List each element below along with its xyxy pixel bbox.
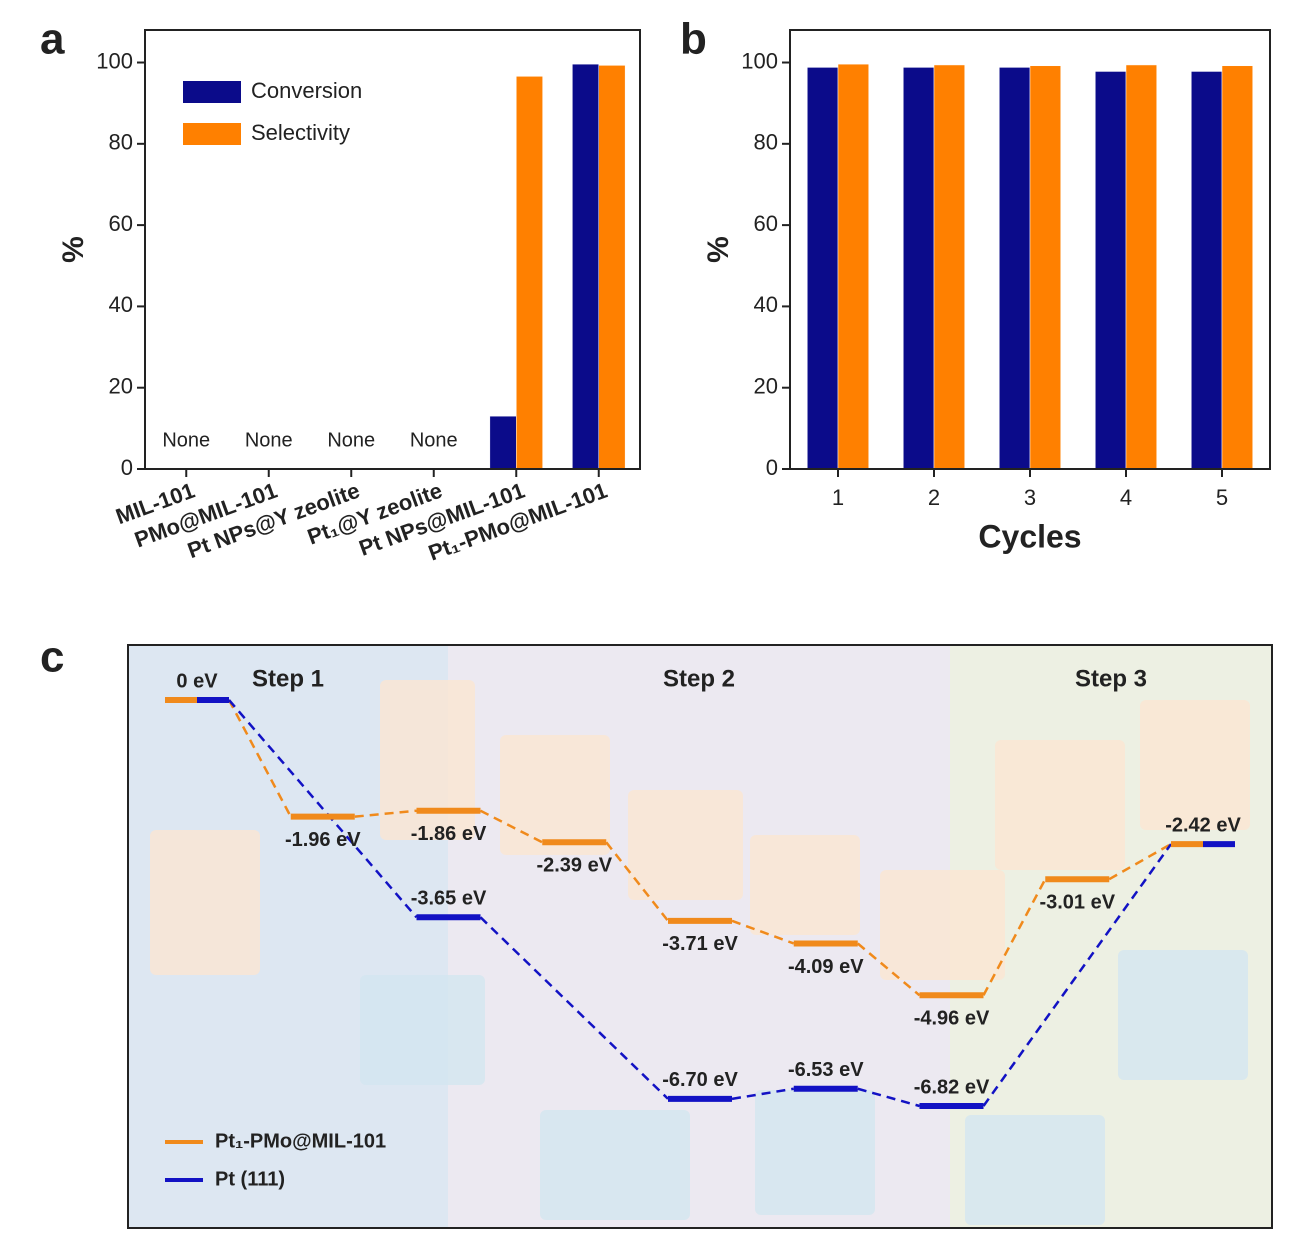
connector <box>605 841 669 922</box>
energy-label: -2.42 eV <box>1165 814 1241 836</box>
x-tick-label: 2 <box>928 485 940 510</box>
structure-sketch <box>1140 700 1250 830</box>
connector <box>982 843 1173 1107</box>
connector <box>354 809 417 818</box>
bar <box>1191 71 1223 470</box>
y-axis-label: % <box>57 236 90 263</box>
bar <box>516 76 543 470</box>
structure-sketch <box>750 835 860 935</box>
structure-sketch <box>1118 950 1248 1080</box>
y-tick-label: 20 <box>109 374 133 399</box>
legend-label: Pt (111) <box>215 1168 285 1190</box>
y-axis-label: % <box>702 236 735 263</box>
bar <box>1095 71 1127 470</box>
y-tick-label: 0 <box>121 455 133 480</box>
structure-sketch <box>755 1090 875 1215</box>
bar <box>807 67 839 470</box>
structure-sketch <box>628 790 743 900</box>
y-tick-label: 20 <box>754 374 778 399</box>
y-tick-label: 60 <box>109 211 133 236</box>
connector <box>857 1087 920 1108</box>
panel-label: b <box>680 15 707 64</box>
structure-sketch <box>880 870 1005 980</box>
connector <box>1108 842 1172 881</box>
legend-label: Conversion <box>251 78 362 103</box>
structure-sketch <box>500 735 610 855</box>
bar <box>1221 65 1253 470</box>
connector <box>982 878 1047 996</box>
connector <box>731 1087 794 1101</box>
y-tick-label: 40 <box>109 292 133 317</box>
value-label: None <box>410 429 458 451</box>
y-tick-label: 40 <box>754 292 778 317</box>
y-tick-label: 100 <box>96 48 133 73</box>
value-label: None <box>162 429 210 451</box>
connector <box>227 699 292 818</box>
x-tick-label: 3 <box>1024 485 1036 510</box>
step-label: Step 2 <box>663 665 735 692</box>
bar <box>1125 64 1157 470</box>
plot-frame <box>144 29 641 470</box>
structure-sketch <box>360 975 485 1085</box>
y-tick-label: 80 <box>109 130 133 155</box>
x-tick-label: 5 <box>1216 485 1228 510</box>
connector <box>731 919 795 945</box>
energy-label: -6.70 eV <box>662 1069 738 1091</box>
bar <box>933 64 965 470</box>
connector <box>479 916 669 1100</box>
x-tick-label: 1 <box>832 485 844 510</box>
panel-label: a <box>40 15 65 64</box>
legend-swatch <box>183 123 241 145</box>
connector <box>228 699 418 919</box>
bar <box>837 63 869 470</box>
step-label: Step 1 <box>252 665 324 692</box>
bar <box>489 415 517 470</box>
energy-label: -4.96 eV <box>914 1008 990 1030</box>
energy-label: -1.96 eV <box>285 829 361 851</box>
y-tick-label: 0 <box>766 455 778 480</box>
legend-swatch <box>183 81 241 103</box>
structure-sketch <box>540 1110 690 1220</box>
connector <box>479 809 543 844</box>
energy-label: -6.53 eV <box>788 1059 864 1081</box>
connector <box>856 942 921 997</box>
panel-label: c <box>40 633 64 682</box>
bar <box>598 65 626 470</box>
structure-sketch <box>995 740 1125 870</box>
structure-sketch <box>150 830 260 975</box>
energy-label: -3.71 eV <box>662 933 738 955</box>
energy-label: -2.39 eV <box>536 855 612 877</box>
value-label: None <box>327 429 375 451</box>
structure-sketch <box>965 1115 1105 1225</box>
legend-label: Selectivity <box>251 120 350 145</box>
energy-label: 0 eV <box>176 670 218 692</box>
energy-label: -3.65 eV <box>411 888 487 910</box>
legend-label: Pt₁-PMo@MIL-101 <box>215 1130 386 1152</box>
bar <box>903 67 935 470</box>
plot-frame <box>127 644 1273 1229</box>
y-tick-label: 60 <box>754 211 778 236</box>
bar <box>999 67 1031 470</box>
y-tick-label: 80 <box>754 130 778 155</box>
x-tick-label: 4 <box>1120 485 1132 510</box>
energy-label: -6.82 eV <box>914 1076 990 1098</box>
energy-label: -4.09 eV <box>788 956 864 978</box>
bar <box>1029 65 1061 470</box>
energy-label: -1.86 eV <box>411 823 487 845</box>
bar <box>572 63 599 470</box>
structure-sketch <box>380 680 475 840</box>
x-axis-label: Cycles <box>978 518 1081 554</box>
y-tick-label: 100 <box>741 48 778 73</box>
step-label: Step 3 <box>1075 665 1147 692</box>
energy-label: -3.01 eV <box>1039 891 1115 913</box>
value-label: None <box>245 429 293 451</box>
